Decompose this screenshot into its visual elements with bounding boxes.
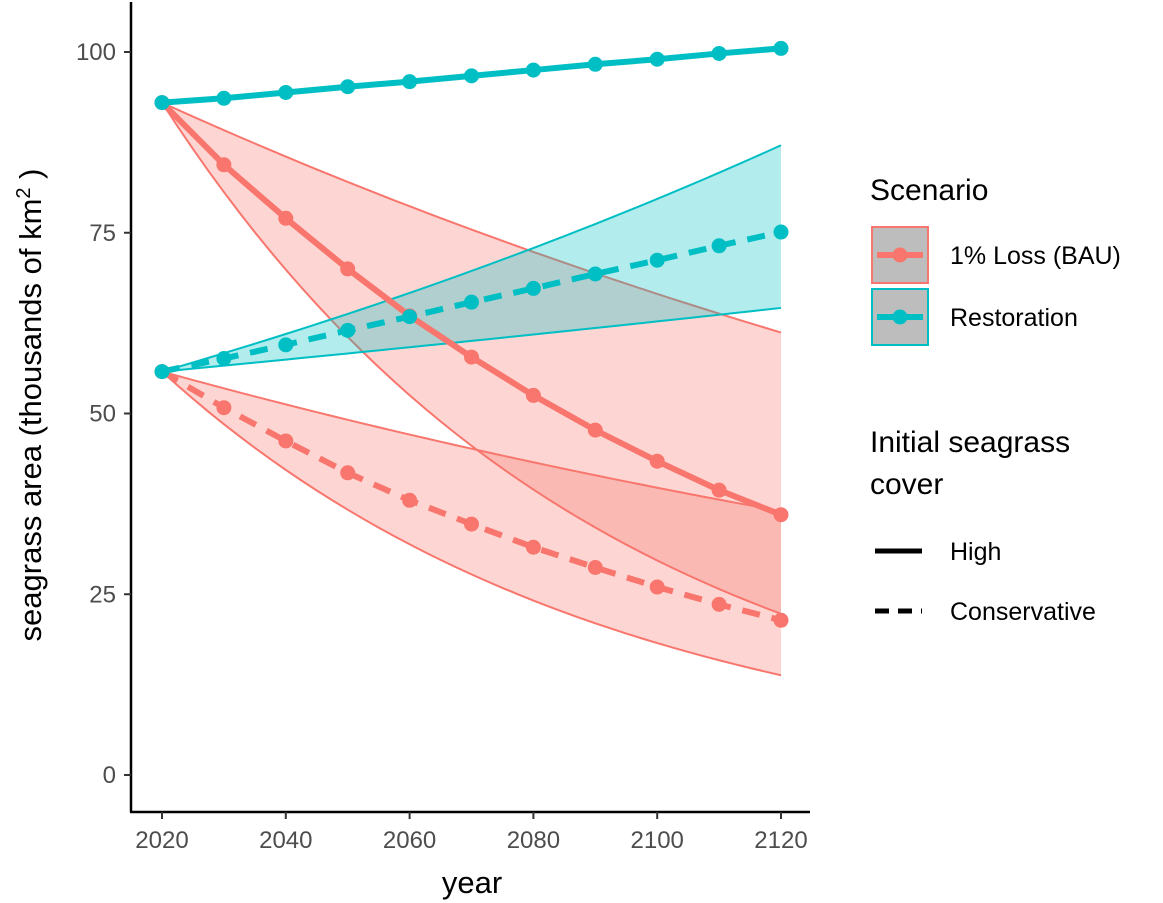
- x-tick-label-2: 2060: [383, 827, 436, 854]
- y-axis-title-main: seagrass area (thousands of km: [13, 199, 48, 642]
- data-point-s2-0: [154, 95, 170, 111]
- ribbon-lower-edge-1: [161, 370, 782, 677]
- x-tick-label-5: 2120: [754, 827, 807, 854]
- data-point-s3-3: [340, 322, 356, 338]
- y-tick-label-1: 25: [89, 581, 116, 608]
- data-point-s2-10: [773, 40, 789, 56]
- y-axis-title: seagrass area (thousands of km2 ): [13, 169, 48, 642]
- legend-cover-keys: High Conservative: [875, 538, 1096, 626]
- ribbon-upper-edge-2: [161, 144, 782, 373]
- legend-key-point-1: [892, 309, 908, 325]
- data-point-s3-4: [402, 309, 418, 325]
- data-point-s3-5: [464, 294, 479, 310]
- data-point-s1-6: [525, 539, 541, 555]
- data-point-s3-1: [216, 351, 232, 367]
- data-point-s0-8: [649, 453, 665, 469]
- ribbon-upper-edge-1: [161, 370, 782, 513]
- y-axis-title-close: ): [13, 169, 48, 188]
- legend-scenario-label-1: Restoration: [950, 304, 1078, 332]
- data-point-s3-6: [525, 280, 541, 296]
- ribbon-upper-edge-0: [161, 101, 782, 334]
- ribbon-area-2: [162, 145, 781, 372]
- data-point-s3-2: [278, 337, 294, 353]
- legend: Scenario 1% Loss (BAU) Restoration Initia…: [870, 174, 1121, 626]
- data-point-s0-6: [525, 387, 541, 403]
- legend-scenario-label-0: 1% Loss (BAU): [950, 242, 1121, 270]
- data-point-s1-7: [587, 559, 603, 575]
- data-point-s1-9: [711, 596, 727, 612]
- legend-cover-title-line1: Initial seagrass: [870, 426, 1070, 459]
- data-point-s2-7: [587, 56, 603, 72]
- data-point-s3-9: [711, 238, 727, 254]
- data-point-s2-6: [525, 62, 541, 78]
- data-point-s0-1: [216, 157, 232, 173]
- legend-key-point-0: [892, 247, 908, 263]
- data-point-s0-10: [773, 507, 789, 523]
- ribbon-lower-edge-2: [161, 306, 782, 373]
- data-point-s3-0: [154, 364, 170, 380]
- data-point-s3-10: [773, 224, 789, 240]
- legend-cover-title-line2: cover: [870, 468, 943, 501]
- data-point-s1-4: [402, 492, 418, 508]
- y-tick-label-3: 75: [89, 220, 116, 247]
- data-point-s0-3: [340, 261, 356, 277]
- x-tick-label-3: 2080: [507, 827, 560, 854]
- x-axis-ticks: 2020 2040 2060 2080 2100 2120: [135, 812, 808, 854]
- y-axis-ticks: 0 25 50 75 100: [76, 39, 131, 789]
- x-tick-label-4: 2100: [631, 827, 684, 854]
- x-tick-label-1: 2040: [259, 827, 312, 854]
- data-point-s1-1: [216, 400, 232, 416]
- legend-cover-label-0: High: [950, 538, 1001, 566]
- data-point-s1-2: [278, 433, 294, 449]
- legend-scenario-title: Scenario: [870, 174, 988, 207]
- ribbon-lower-edge-0: [161, 102, 782, 615]
- data-point-s0-5: [464, 349, 479, 365]
- y-tick-label-0: 0: [103, 762, 116, 789]
- data-point-s2-1: [216, 90, 232, 106]
- data-point-s2-2: [278, 84, 294, 100]
- y-tick-label-2: 50: [89, 401, 116, 428]
- x-axis-title: year: [442, 865, 502, 900]
- data-point-s1-10: [773, 612, 789, 628]
- data-point-s1-3: [340, 465, 356, 481]
- data-point-s2-4: [402, 74, 418, 90]
- x-tick-label-0: 2020: [135, 827, 188, 854]
- data-point-s2-9: [711, 45, 727, 61]
- data-point-s1-8: [649, 579, 665, 595]
- y-axis-title-sup: 2: [13, 187, 35, 198]
- points-layer: [154, 40, 789, 628]
- data-point-s0-2: [278, 210, 294, 226]
- data-point-s0-9: [711, 482, 727, 498]
- data-point-s2-5: [464, 68, 479, 84]
- data-point-s2-8: [649, 51, 665, 67]
- data-point-s3-8: [649, 252, 665, 268]
- legend-scenario-keys: 1% Loss (BAU) Restoration: [871, 226, 1121, 346]
- y-tick-label-4: 100: [76, 39, 116, 66]
- data-point-s3-7: [587, 266, 603, 282]
- legend-cover-label-1: Conservative: [950, 598, 1096, 626]
- data-point-s1-5: [464, 516, 479, 532]
- data-point-s0-7: [587, 422, 603, 438]
- data-point-s2-3: [340, 79, 356, 95]
